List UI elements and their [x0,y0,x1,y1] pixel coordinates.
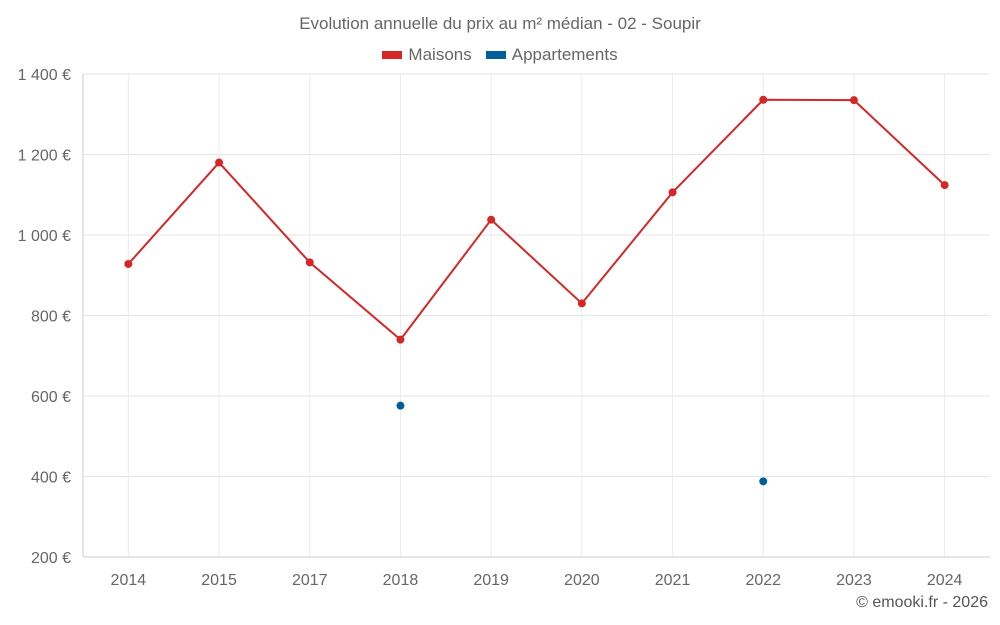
x-tick-label: 2024 [927,572,963,589]
x-tick-label: 2014 [111,572,147,589]
legend-label-appartements: Appartements [511,45,618,64]
legend: Maisons Appartements [0,45,1000,65]
legend-label-maisons: Maisons [408,45,472,64]
legend-item-maisons[interactable]: Maisons [382,45,472,65]
data-point-maisons [305,258,314,267]
y-tick-label: 1 000 € [18,228,71,245]
legend-swatch-maisons [382,51,403,59]
y-tick-label: 1 200 € [18,148,71,165]
x-tick-label: 2019 [473,572,509,589]
data-point-maisons [396,335,405,344]
legend-swatch-appartements [485,51,506,59]
data-point-maisons [940,181,949,190]
data-point-maisons [759,95,768,104]
x-tick-label: 2015 [201,572,237,589]
y-tick-label: 400 € [31,470,71,487]
data-point-appartements [396,401,405,410]
x-tick-label: 2018 [383,572,419,589]
x-tick-label: 2023 [836,572,872,589]
y-tick-label: 600 € [31,389,71,406]
data-point-appartements [759,477,768,486]
credits[interactable]: © emooki.fr - 2026 [856,594,988,611]
data-point-maisons [124,259,133,268]
x-tick-label: 2022 [745,572,781,589]
data-point-maisons [215,158,224,167]
data-point-maisons [487,215,496,224]
data-point-maisons [849,96,858,105]
x-tick-label: 2020 [564,572,600,589]
series-line-maisons [127,98,946,341]
x-tick-label: 2017 [292,572,328,589]
legend-item-appartements[interactable]: Appartements [485,45,618,65]
y-tick-label: 800 € [31,309,71,326]
x-tick-label: 2021 [655,572,691,589]
data-point-maisons [668,188,677,197]
chart-title: Evolution annuelle du prix au m² médian … [299,14,701,33]
y-tick-label: 200 € [31,550,71,567]
data-point-maisons [577,299,586,308]
y-tick-label: 1 400 € [18,67,71,84]
